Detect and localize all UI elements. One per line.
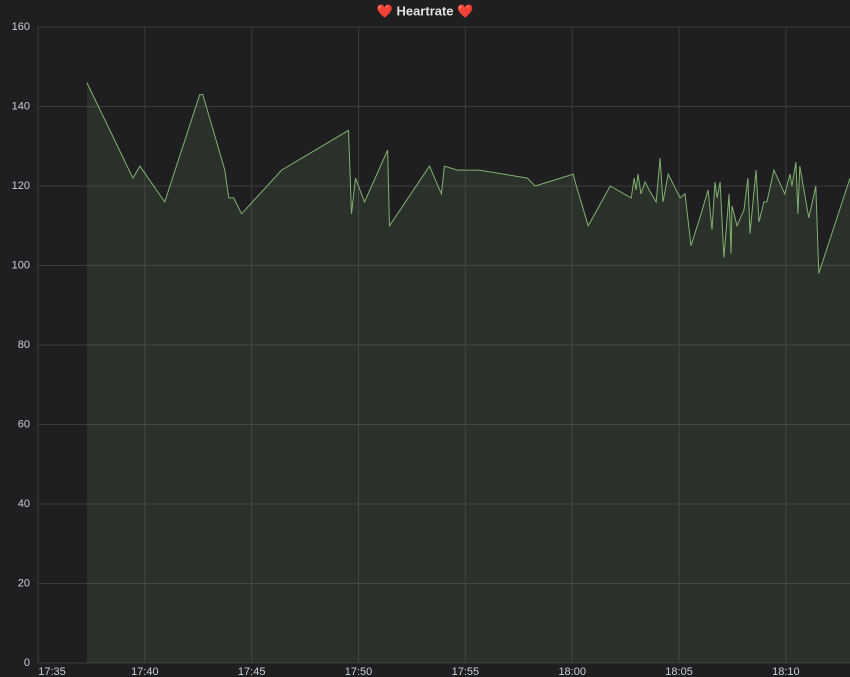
y-tick-label: 20 <box>18 577 30 589</box>
y-tick-label: 60 <box>18 418 30 430</box>
x-tick-label: 17:35 <box>38 666 66 677</box>
x-tick-label: 18:10 <box>772 666 800 677</box>
chart-title: ❤️ Heartrate ❤️ <box>377 3 474 18</box>
y-tick-label: 140 <box>12 100 30 112</box>
area-fill <box>86 82 850 664</box>
y-tick-label: 40 <box>18 498 30 510</box>
x-tick-label: 17:55 <box>452 666 480 677</box>
x-tick-label: 18:05 <box>665 666 693 677</box>
y-tick-label: 120 <box>12 180 30 192</box>
x-tick-label: 17:45 <box>238 666 266 677</box>
y-tick-label: 0 <box>24 657 30 669</box>
y-tick-label: 160 <box>12 21 30 33</box>
y-tick-label: 80 <box>18 339 30 351</box>
y-tick-label: 100 <box>12 259 30 271</box>
x-tick-label: 18:00 <box>558 666 586 677</box>
x-tick-label: 17:40 <box>131 666 159 677</box>
x-tick-label: 17:50 <box>345 666 373 677</box>
line <box>86 82 850 274</box>
